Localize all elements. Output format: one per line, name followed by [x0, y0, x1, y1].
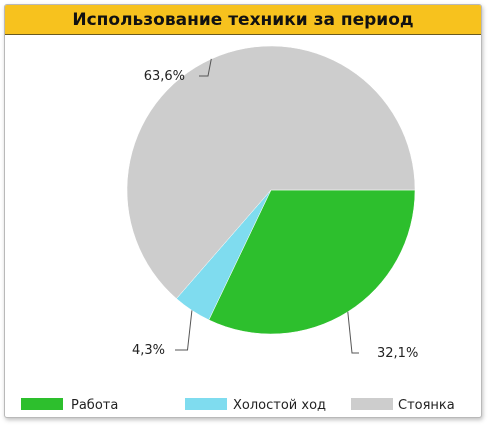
- legend-label-3: Стоянка: [398, 398, 455, 413]
- legend-swatch-1: [21, 398, 63, 410]
- slice-labels: 32,1% 4,3% 63,6%: [132, 58, 418, 361]
- legend: Работа Холостой ход Стоянка: [21, 398, 455, 413]
- legend-item-3: Стоянка: [351, 398, 455, 413]
- leader-line-3: [199, 58, 212, 77]
- usage-panel: Использование техники за период 32,1% 4,3…: [4, 4, 482, 418]
- legend-item-2: Холостой ход: [185, 398, 326, 413]
- panel-header: Использование техники за период: [5, 5, 481, 35]
- slice-label-1: 32,1%: [377, 346, 418, 361]
- leader-line-2: [175, 310, 193, 351]
- leader-line-1: [347, 311, 359, 354]
- slice-label-3: 63,6%: [144, 69, 185, 84]
- pie-chart: 32,1% 4,3% 63,6% Работа Холостой ход Стоянка: [21, 45, 455, 413]
- pie-slices: [126, 45, 416, 335]
- legend-label-2: Холостой ход: [233, 398, 326, 413]
- legend-swatch-3: [351, 398, 393, 410]
- legend-label-1: Работа: [71, 398, 118, 413]
- legend-item-1: Работа: [21, 398, 118, 413]
- slice-label-2: 4,3%: [132, 343, 165, 358]
- panel-title: Использование техники за период: [72, 9, 414, 30]
- legend-swatch-2: [185, 398, 227, 410]
